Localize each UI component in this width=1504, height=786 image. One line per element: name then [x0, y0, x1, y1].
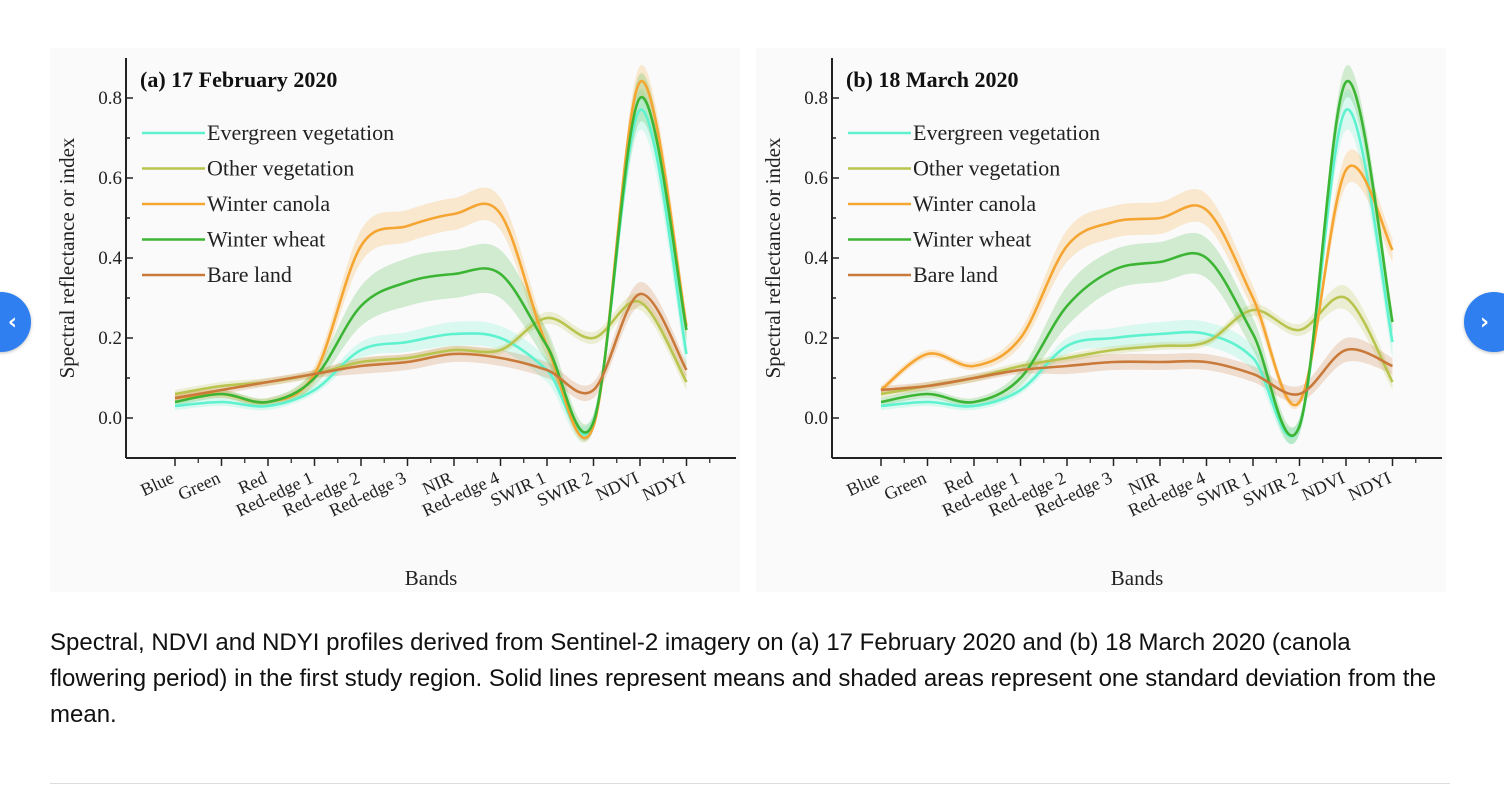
- x-tick-label: NDYI: [1345, 467, 1394, 504]
- x-tick-label: Green: [175, 467, 223, 504]
- x-tick-label: Green: [881, 467, 929, 504]
- x-tick-label: NDYI: [639, 467, 688, 504]
- series-line-4: [880, 347, 1394, 396]
- prev-button[interactable]: ‹: [0, 292, 31, 352]
- series-lines: [174, 80, 688, 440]
- std-band-2: [881, 149, 1393, 410]
- std-band-2: [175, 64, 687, 443]
- legend-label-0: Evergreen vegetation: [207, 120, 394, 145]
- std-band-3: [881, 64, 1393, 445]
- chart-title: (b) 18 March 2020: [846, 67, 1019, 92]
- legend-label-4: Bare land: [913, 262, 998, 287]
- legend: Evergreen vegetation Other vegetation Wint…: [848, 120, 1100, 287]
- y-axis-label: Spectral reflectance or index: [761, 137, 785, 378]
- y-tick-label: 0.0: [98, 408, 122, 429]
- series-line-0: [174, 108, 688, 436]
- legend-label-3: Winter wheat: [913, 227, 1031, 252]
- legend-label-2: Winter canola: [207, 191, 330, 216]
- legend-label-1: Other vegetation: [207, 156, 354, 181]
- chart-title: (a) 17 February 2020: [140, 67, 337, 92]
- series-lines: [880, 79, 1394, 438]
- legend-label-0: Evergreen vegetation: [913, 120, 1100, 145]
- legend-label-1: Other vegetation: [913, 156, 1060, 181]
- x-tick-label: NDVI: [592, 467, 641, 504]
- x-tick-label: NDVI: [1298, 467, 1347, 504]
- x-tick-label: Blue: [137, 467, 176, 499]
- y-tick-label: 0.4: [98, 248, 122, 269]
- x-tick-label: Blue: [843, 467, 882, 499]
- y-tick-label: 0.6: [98, 168, 122, 189]
- std-band-3: [175, 73, 687, 441]
- legend-label-3: Winter wheat: [207, 227, 325, 252]
- chevron-left-icon: ‹: [7, 309, 17, 335]
- chevron-right-icon: ›: [1480, 309, 1490, 335]
- series-line-3: [880, 79, 1394, 437]
- legend-label-4: Bare land: [207, 262, 292, 287]
- y-tick-label: 0.8: [804, 88, 828, 109]
- next-button[interactable]: ›: [1464, 292, 1504, 352]
- chart-panel-b: 0.0 0.2 0.4 0.6 0.8 Blue Green Red Red-edge 1 Red…: [756, 48, 1446, 592]
- series-line-4: [174, 292, 688, 400]
- y-tick-label: 0.0: [804, 408, 828, 429]
- series-line-2: [880, 164, 1394, 407]
- std-band-4: [881, 337, 1393, 403]
- y-axis-label: Spectral reflectance or index: [55, 137, 79, 378]
- legend: Evergreen vegetation Other vegetation Wint…: [142, 120, 394, 287]
- legend-label-2: Winter canola: [913, 191, 1036, 216]
- y-tick-label: 0.8: [98, 88, 122, 109]
- y-tick-label: 0.2: [98, 328, 122, 349]
- y-tick-label: 0.6: [804, 168, 828, 189]
- series-line-3: [174, 96, 688, 434]
- x-axis-label: Bands: [405, 566, 458, 590]
- figure-caption: Spectral, NDVI and NDYI profiles derived…: [50, 629, 1437, 728]
- x-axis-label: Bands: [1111, 566, 1164, 590]
- y-tick-label: 0.2: [804, 328, 828, 349]
- series-line-0: [880, 108, 1394, 438]
- chart-panel-a: 0.0 0.2 0.4 0.6 0.8 Blue Green Red Red-edge 1 Red…: [50, 48, 740, 592]
- divider: [50, 783, 1450, 784]
- y-tick-label: 0.4: [804, 248, 828, 269]
